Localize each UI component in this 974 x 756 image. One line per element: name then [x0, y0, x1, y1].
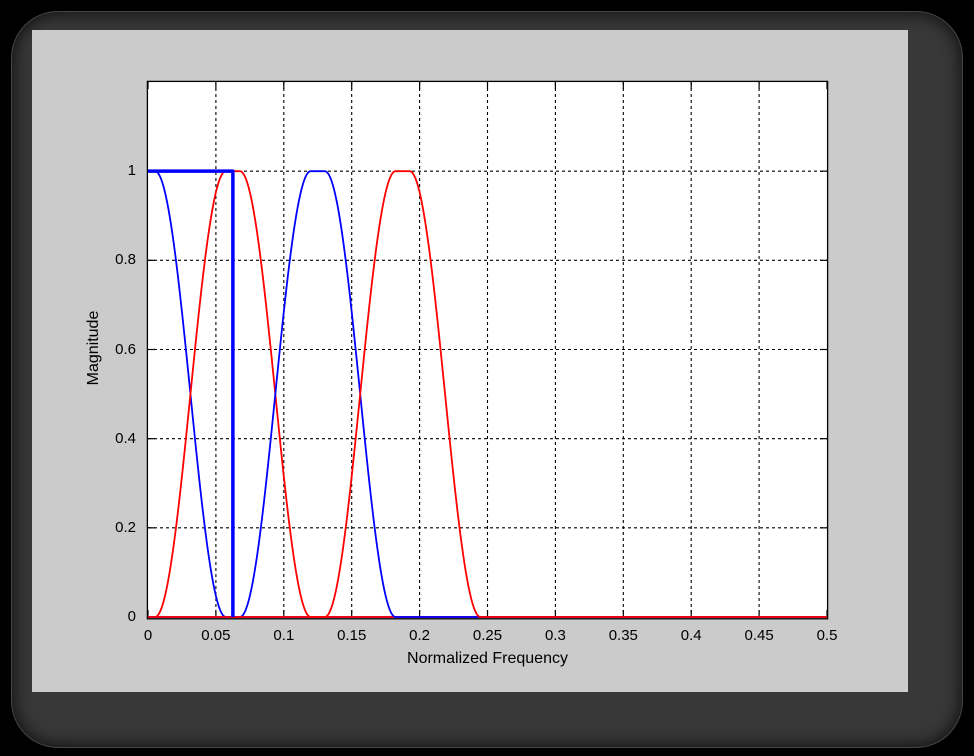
axis-box [146, 80, 829, 620]
x-tick-label: 0.15 [337, 627, 367, 644]
y-tick-label: 0.6 [115, 340, 136, 358]
x-tick-label: 0 [143, 627, 153, 644]
x-tick-label: 0.35 [608, 627, 638, 644]
rounded-frame: Normalized Frequency Magnitude 0 0.05 0.1 0… [12, 12, 962, 747]
y-tick-label: 0.4 [115, 429, 136, 447]
bandpass-3-red [148, 170, 827, 618]
x-tick-label: 0.4 [680, 627, 702, 644]
y-tick-label: 1 [127, 162, 136, 180]
y-tick-label: 0 [127, 608, 136, 625]
x-tick-label: 0.1 [273, 627, 295, 644]
y-tick-label: 0.2 [115, 518, 136, 536]
x-tick-label: 0.05 [201, 627, 231, 644]
x-axis-label: Normalized Frequency [407, 650, 568, 667]
x-tick-label: 0.25 [472, 627, 503, 644]
ideal-brickwall-filter-blue [148, 169, 235, 617]
x-tick-label: 0.3 [544, 627, 566, 644]
x-tick-label: 0.2 [409, 627, 431, 644]
filter-bank-plot [146, 80, 829, 620]
x-tick-label: 0.45 [744, 627, 774, 644]
matlab-figure: Normalized Frequency Magnitude 0 0.05 0.1 0… [32, 30, 908, 692]
x-tick-label: 0.5 [816, 627, 838, 644]
y-tick-label: 0.8 [115, 251, 136, 269]
